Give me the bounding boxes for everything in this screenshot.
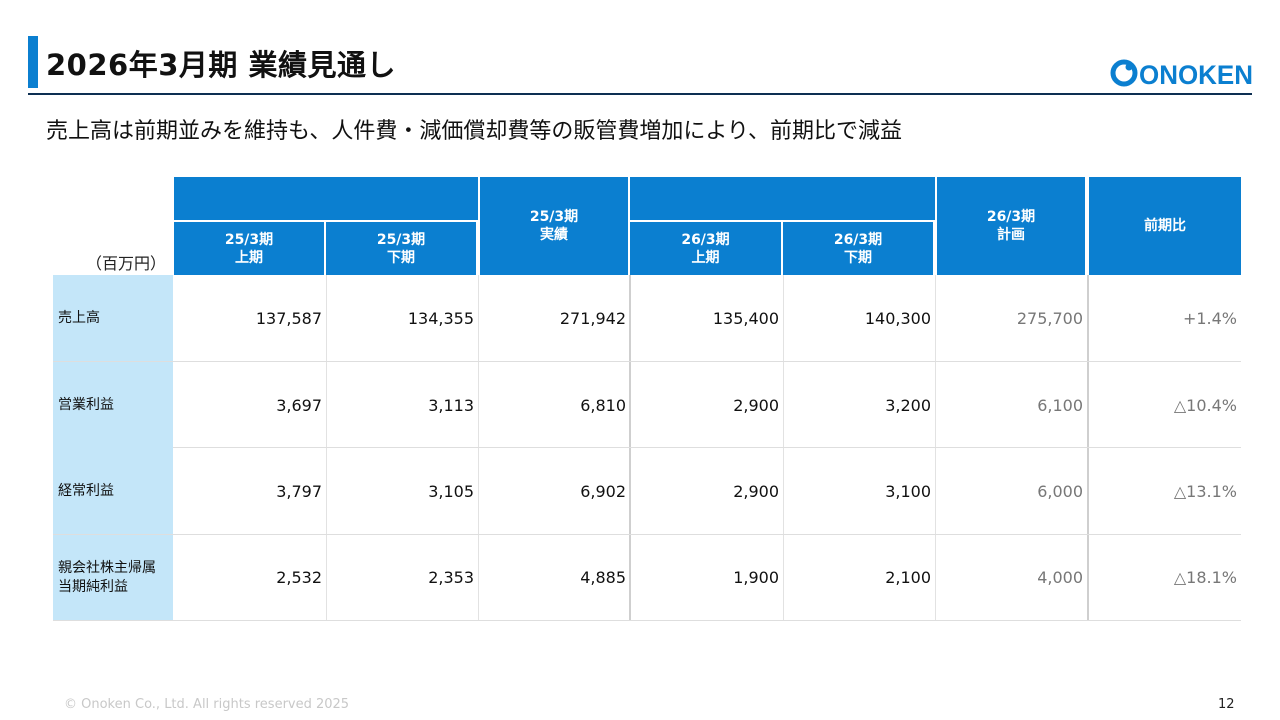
grid-hline <box>53 361 1241 362</box>
company-logo: ONOKEN <box>1110 56 1255 90</box>
table-cell-plan: 6,000 <box>1037 481 1083 501</box>
table-cell: 2,353 <box>428 568 474 587</box>
grid-vline <box>629 275 631 621</box>
col-header-fy26-plan: 26/3期 計画 <box>935 177 1087 275</box>
grid-vline <box>478 275 479 621</box>
table-cell: 2,900 <box>733 395 779 415</box>
row-label-operating-income: 営業利益 <box>53 362 173 448</box>
row-label-ordinary-income: 経常利益 <box>53 448 173 534</box>
page-title: 2026年3月期 業績見通し <box>46 48 396 82</box>
table-cell-yoy: △18.1% <box>1173 568 1237 587</box>
row-label-net-sales: 売上高 <box>53 275 173 361</box>
table-cell: 2,900 <box>733 481 779 501</box>
grid-vline <box>935 275 936 621</box>
grid-hline <box>53 534 1241 535</box>
table-cell: 3,113 <box>428 395 474 415</box>
unit-label: （百万円） <box>86 254 167 273</box>
table-cell: 137,587 <box>255 308 322 328</box>
table-cell: 3,100 <box>885 481 931 501</box>
table-cell: 2,532 <box>276 568 322 587</box>
table-cell: 1,900 <box>733 568 779 587</box>
table-cell: 140,300 <box>864 308 931 328</box>
table-cell: 6,810 <box>580 395 626 415</box>
table-cell: 2,100 <box>885 568 931 587</box>
col-header-fy26-h1: 26/3期 上期 <box>630 222 783 275</box>
copyright-text: © Onoken Co., Ltd. All rights reserved 2… <box>64 697 350 712</box>
col-header-fy26-h2: 26/3期 下期 <box>783 222 935 275</box>
page-number: 12 <box>1218 697 1235 712</box>
grid-hline <box>53 447 1241 448</box>
table-cell: 134,355 <box>407 308 474 328</box>
table-cell-plan: 4,000 <box>1037 568 1083 587</box>
col-header-yoy: 前期比 <box>1089 177 1241 275</box>
header-group-fy26 <box>630 177 935 222</box>
col-header-fy25-h2: 25/3期 下期 <box>326 222 478 275</box>
logo-text: ONOKEN <box>1139 60 1253 90</box>
table-cell: 3,797 <box>276 481 322 501</box>
table-cell: 6,902 <box>580 481 626 501</box>
table-cell-yoy: +1.4% <box>1182 308 1237 328</box>
header-group-fy25 <box>174 177 478 222</box>
table-cell: 3,105 <box>428 481 474 501</box>
page-subtitle: 売上高は前期並みを維持も、人件費・減価償却費等の販管費増加により、前期比で減益 <box>46 119 903 144</box>
row-label-net-income: 親会社株主帰属 当期純利益 <box>53 535 173 620</box>
table-cell: 3,200 <box>885 395 931 415</box>
grid-vline <box>783 275 784 621</box>
table-cell: 3,697 <box>276 395 322 415</box>
grid-vline <box>1087 275 1089 621</box>
table-cell-yoy: △10.4% <box>1173 395 1237 415</box>
onoken-logo-icon: ONOKEN <box>1110 59 1253 90</box>
header-divider <box>28 93 1252 95</box>
col-header-fy25-h1: 25/3期 上期 <box>174 222 326 275</box>
table-cell-yoy: △13.1% <box>1173 481 1237 501</box>
table-cell: 4,885 <box>580 568 626 587</box>
col-header-fy25-actual: 25/3期 実績 <box>478 177 630 275</box>
grid-vline <box>326 275 327 621</box>
table-cell: 135,400 <box>712 308 779 328</box>
title-accent-bar <box>28 36 38 88</box>
table-cell-plan: 6,100 <box>1037 395 1083 415</box>
grid-hline <box>53 620 1241 621</box>
table-cell: 271,942 <box>559 308 626 328</box>
table-cell-plan: 275,700 <box>1016 308 1083 328</box>
